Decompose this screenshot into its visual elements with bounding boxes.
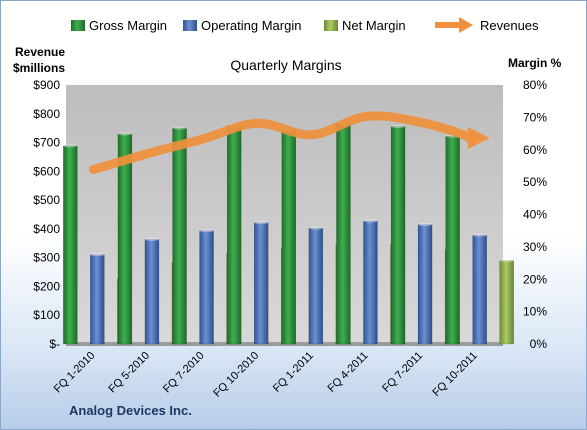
gross-margin-bar — [226, 125, 242, 345]
right-tick-label: 60% — [523, 143, 547, 157]
chart-title: Quarterly Margins — [230, 57, 341, 73]
gross-margin-bar — [390, 126, 406, 345]
legend-swatch-operating — [183, 20, 197, 31]
operating-margin-bar-cap — [308, 226, 323, 230]
left-tick-label: $400 — [33, 222, 60, 236]
legend-label-operating: Operating Margin — [201, 18, 301, 33]
legend-swatch-net — [324, 20, 338, 31]
right-tick-label: 70% — [523, 110, 547, 124]
left-tick-label: $800 — [33, 107, 60, 121]
operating-margin-bar — [199, 230, 214, 345]
operating-margin-bar-cap — [90, 253, 105, 257]
x-tick-label: FQ 10-2010 — [211, 350, 261, 400]
left-axis-title-line2: $millions — [13, 61, 65, 75]
gross-margin-bar — [336, 123, 351, 345]
legend-label-net: Net Margin — [342, 18, 406, 33]
operating-margin-bar — [144, 239, 160, 345]
operating-margin-bar — [472, 234, 487, 345]
right-tick-label: 80% — [523, 78, 547, 92]
left-axis-title-line1: Revenue — [15, 45, 65, 59]
gross-margin-bar — [445, 135, 460, 345]
left-tick-label: $600 — [33, 164, 60, 178]
plot-area: $- $100 $200 $300 $400 $500 $600 $700 $800 $900 0%… — [33, 78, 547, 400]
x-tick-label: FQ 5-2010 — [106, 350, 152, 396]
operating-margin-bar-cap — [144, 237, 159, 242]
right-tick-label: 40% — [523, 208, 547, 222]
gross-margin-bar — [281, 129, 297, 345]
gross-margin-bar-cap — [391, 124, 406, 129]
gross-margin-bar — [63, 145, 78, 345]
right-tick-label: 30% — [523, 240, 547, 254]
left-tick-label: $500 — [33, 193, 60, 207]
operating-margin-bar — [308, 227, 324, 345]
operating-margin-bar — [90, 254, 105, 345]
legend-swatch-gross — [71, 20, 85, 31]
left-tick-label: $300 — [33, 251, 60, 265]
operating-margin-bar-cap — [418, 222, 433, 227]
right-tick-label: 20% — [523, 272, 547, 286]
gross-margin-bar — [172, 127, 187, 345]
x-tick-label: FQ 7-2010 — [161, 350, 207, 396]
net-margin-bar — [499, 260, 514, 345]
right-tick-label: 50% — [523, 175, 547, 189]
legend-label-revenues: Revenues — [480, 18, 539, 33]
legend: Gross Margin Operating Margin Net Margin… — [71, 17, 539, 33]
legend-swatch-revenues-arrow — [459, 17, 473, 33]
x-tick-label: FQ 4-2011 — [325, 350, 370, 395]
x-tick-label: FQ 10-2011 — [430, 350, 479, 399]
net-margin-bar-cap — [499, 258, 514, 263]
legend-label-gross: Gross Margin — [89, 18, 167, 33]
operating-margin-bar — [363, 220, 378, 345]
right-axis-title: Margin % — [508, 56, 562, 70]
gross-margin-bar-cap — [63, 144, 78, 148]
operating-margin-bar-cap — [199, 229, 214, 233]
operating-margin-bar — [417, 224, 433, 345]
left-tick-label: $100 — [33, 308, 60, 322]
left-tick-label: $900 — [33, 78, 60, 92]
operating-margin-bar-cap — [363, 219, 378, 223]
right-tick-label: 10% — [523, 305, 547, 319]
gross-margin-bar-cap — [172, 126, 187, 130]
company-name: Analog Devices Inc. — [69, 403, 192, 418]
gross-margin-bar — [117, 133, 133, 345]
revenues-line — [88, 111, 475, 175]
x-tick-label: FQ 1-2010 — [52, 350, 98, 396]
left-tick-label: $- — [49, 337, 60, 351]
x-tick-label: FQ 7-2011 — [380, 350, 425, 395]
operating-margin-bar — [253, 222, 269, 345]
gross-margin-bar-cap — [117, 132, 132, 136]
revenues-arrowhead — [467, 126, 490, 149]
x-tick-label: FQ 1-2011 — [271, 350, 316, 395]
left-tick-label: $700 — [33, 136, 60, 150]
operating-margin-bar-cap — [254, 220, 269, 225]
right-tick-label: 0% — [530, 337, 548, 351]
operating-margin-bar-cap — [472, 233, 487, 237]
left-tick-label: $200 — [33, 279, 60, 293]
